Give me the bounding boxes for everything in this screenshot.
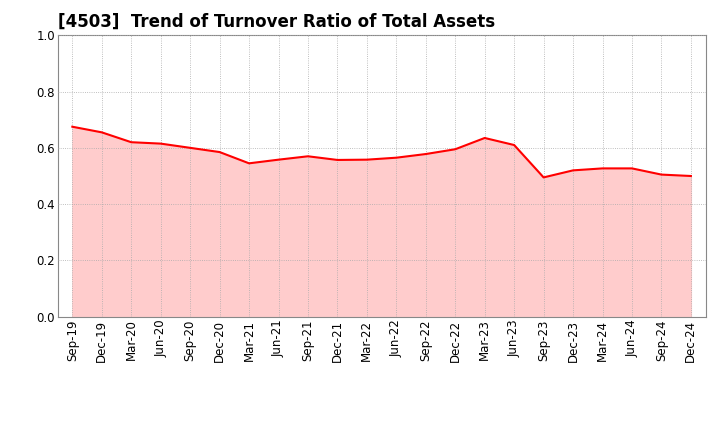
Text: [4503]  Trend of Turnover Ratio of Total Assets: [4503] Trend of Turnover Ratio of Total …: [58, 13, 495, 31]
